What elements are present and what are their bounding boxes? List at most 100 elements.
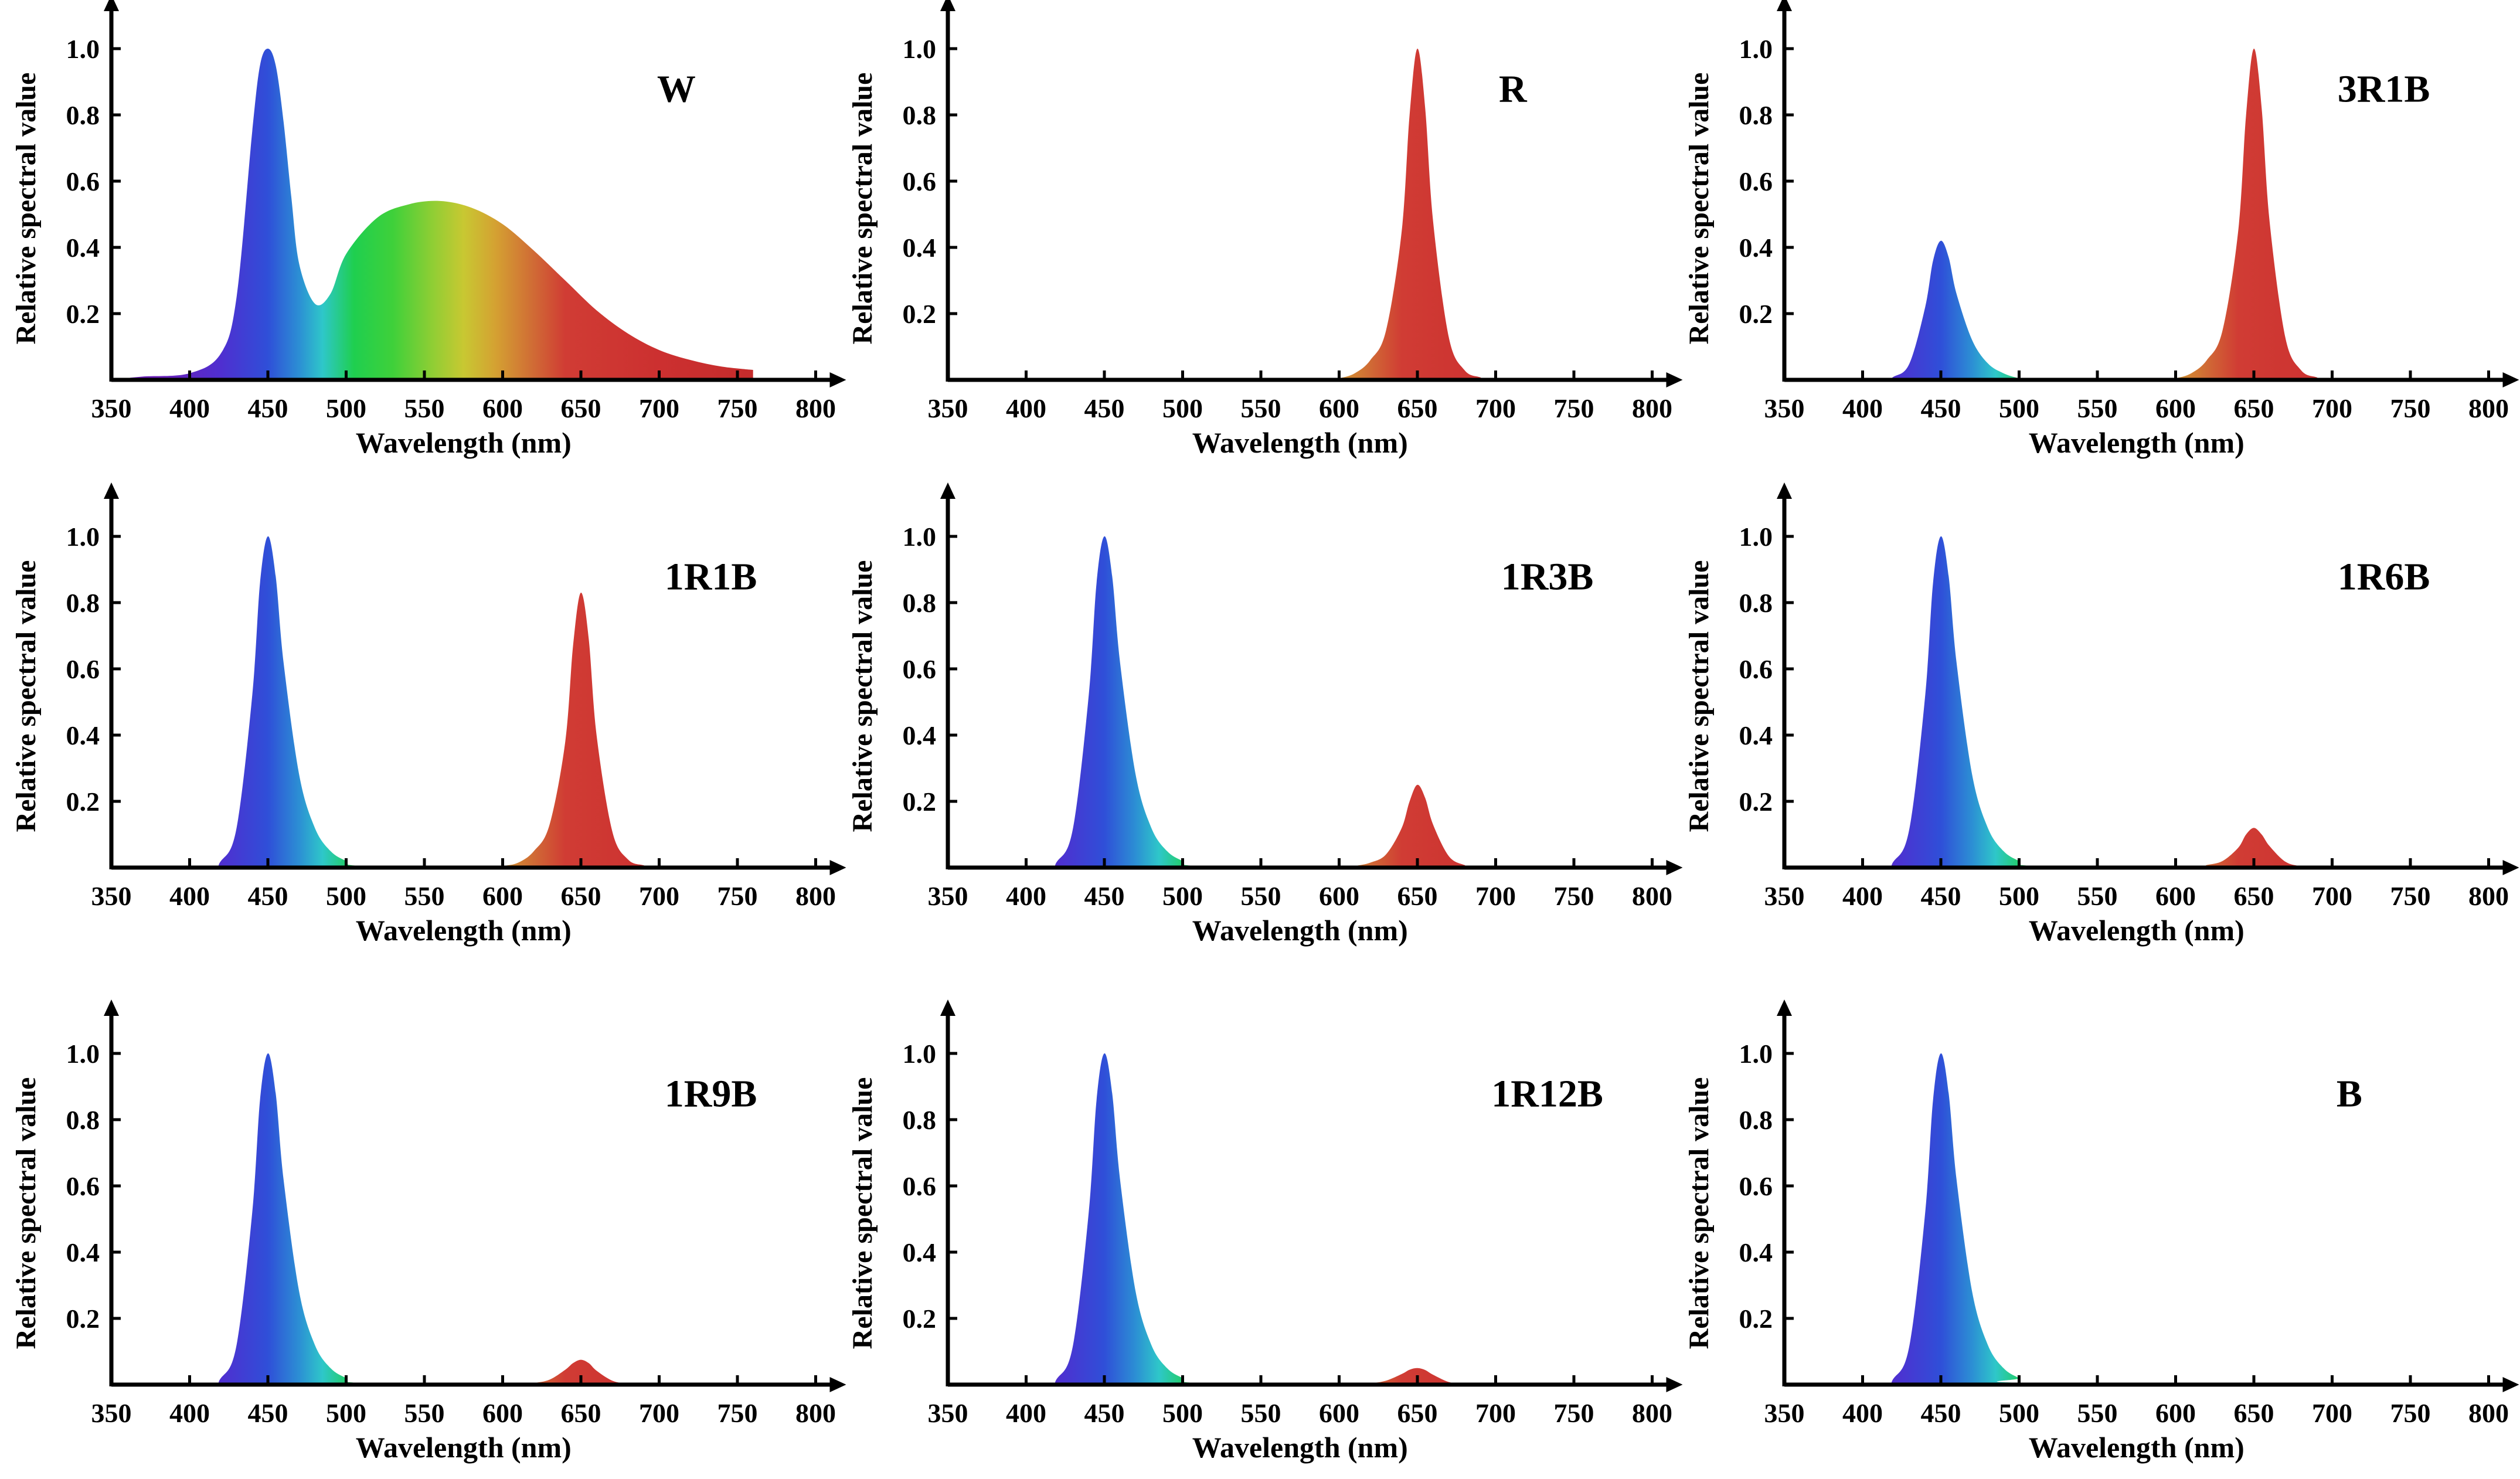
x-tick-label: 450 (248, 881, 288, 911)
x-tick-label: 450 (248, 393, 288, 423)
x-tick-label: 450 (1921, 393, 1961, 423)
y-tick-label: 0.6 (1739, 1171, 1773, 1201)
chart-panels: 350 400 450 500 550 600 650 700 750 800 0.2 0.4 0.6 0… (11, 0, 2519, 1464)
y-tick-label: 0.2 (66, 299, 100, 329)
y-tick-label: 0.8 (66, 588, 100, 618)
panel-label: W (657, 67, 696, 110)
x-tick-label: 550 (1241, 393, 1281, 423)
x-tick-label: 700 (639, 1398, 679, 1428)
y-tick-label: 0.8 (1739, 100, 1773, 130)
x-tick-label: 650 (2234, 1398, 2274, 1428)
spectrum-area-1R9B (111, 1053, 816, 1385)
y-tick-label: 1.0 (1739, 1039, 1773, 1069)
x-tick-label: 350 (928, 393, 968, 423)
x-tick-label: 800 (795, 1398, 836, 1428)
x-tick-label: 700 (639, 393, 679, 423)
panel-label: B (2337, 1072, 2362, 1115)
x-tick-label: 500 (1999, 1398, 2039, 1428)
x-tick-label: 400 (1006, 393, 1046, 423)
x-tick-label: 650 (1397, 393, 1438, 423)
y-tick-label: 0.4 (66, 233, 100, 263)
y-tick-label: 0.4 (903, 1237, 937, 1267)
y-axis-arrow (940, 0, 955, 11)
x-tick-label: 800 (795, 393, 836, 423)
panel-label: R (1499, 67, 1528, 110)
x-tick-label: 450 (248, 1398, 288, 1428)
y-tick-label: 0.6 (66, 1171, 100, 1201)
y-tick-label: 0.4 (1739, 1237, 1773, 1267)
y-axis-arrow (1777, 0, 1792, 11)
spectrum-area-1R3B (948, 536, 1652, 868)
x-tick-label: 800 (795, 881, 836, 911)
x-axis-title: Wavelength (nm) (1192, 1431, 1408, 1464)
x-tick-label: 600 (482, 1398, 523, 1428)
x-tick-label: 550 (404, 881, 445, 911)
y-tick-label: 1.0 (903, 34, 937, 64)
x-axis-arrow (1666, 372, 1683, 387)
panel-label: 1R1B (665, 555, 757, 598)
y-tick-label: 0.4 (1739, 233, 1773, 263)
x-tick-label: 600 (1319, 881, 1359, 911)
y-tick-label: 0.2 (66, 1304, 100, 1334)
x-tick-label: 800 (1632, 1398, 1672, 1428)
spectrum-area-1R1B (111, 536, 816, 868)
x-axis-title: Wavelength (nm) (1192, 914, 1408, 947)
x-axis-title: Wavelength (nm) (2029, 914, 2244, 947)
x-tick-label: 450 (1084, 393, 1125, 423)
x-axis-arrow (829, 860, 846, 875)
x-tick-label: 600 (482, 393, 523, 423)
x-tick-label: 400 (1842, 393, 1883, 423)
x-tick-label: 550 (2077, 393, 2118, 423)
y-tick-label: 0.6 (903, 166, 937, 196)
x-axis-arrow (1666, 1377, 1683, 1392)
y-tick-label: 1.0 (66, 1039, 100, 1069)
panel-label: 1R6B (2338, 555, 2430, 598)
y-axis-title: Relative spectral value (11, 73, 42, 345)
y-tick-label: 0.2 (903, 1304, 937, 1334)
y-axis-title: Relative spectral value (11, 1077, 42, 1349)
y-axis-arrow (940, 999, 955, 1016)
x-tick-label: 550 (1241, 1398, 1281, 1428)
y-tick-label: 1.0 (66, 522, 100, 552)
y-tick-label: 0.2 (1739, 1304, 1773, 1334)
x-axis-arrow (2502, 1377, 2519, 1392)
x-tick-label: 550 (1241, 881, 1281, 911)
x-tick-label: 750 (717, 881, 758, 911)
y-tick-label: 0.6 (903, 654, 937, 684)
x-tick-label: 500 (326, 393, 366, 423)
y-tick-label: 0.2 (903, 787, 937, 817)
y-tick-label: 0.8 (66, 100, 100, 130)
x-tick-label: 450 (1921, 881, 1961, 911)
y-axis-title: Relative spectral value (847, 1077, 878, 1349)
x-tick-label: 500 (1999, 393, 2039, 423)
chart-panel-1R12B: 350 400 450 500 550 600 650 700 750 800 0.2 0.4 0.6 0… (847, 999, 1683, 1464)
x-tick-label: 800 (2468, 881, 2509, 911)
y-axis-arrow (1777, 999, 1792, 1016)
x-axis-arrow (2502, 372, 2519, 387)
y-tick-label: 0.8 (1739, 1105, 1773, 1135)
x-tick-label: 500 (1162, 881, 1203, 911)
x-axis-title: Wavelength (nm) (2029, 426, 2244, 459)
x-tick-label: 700 (2312, 1398, 2352, 1428)
x-tick-label: 550 (2077, 881, 2118, 911)
x-tick-label: 350 (91, 393, 132, 423)
x-axis-title: Wavelength (nm) (1192, 426, 1408, 459)
x-axis-title: Wavelength (nm) (356, 426, 572, 459)
x-tick-label: 500 (1162, 1398, 1203, 1428)
x-tick-label: 650 (561, 1398, 601, 1428)
spectrum-area-1R12B (948, 1053, 1652, 1385)
x-tick-label: 450 (1084, 881, 1125, 911)
x-tick-label: 800 (2468, 1398, 2509, 1428)
x-tick-label: 750 (2390, 881, 2431, 911)
x-tick-label: 400 (1006, 1398, 1046, 1428)
chart-panel-B: 350 400 450 500 550 600 650 700 750 800 0.2 0.4 0.6 0… (1684, 999, 2519, 1464)
y-tick-label: 0.4 (66, 1237, 100, 1267)
panel-label: 1R9B (665, 1072, 757, 1115)
x-tick-label: 750 (1554, 1398, 1594, 1428)
spectrum-area-B (1784, 1053, 2489, 1385)
x-tick-label: 650 (1397, 881, 1438, 911)
x-tick-label: 750 (717, 1398, 758, 1428)
y-axis-title: Relative spectral value (11, 560, 42, 832)
x-tick-label: 550 (404, 393, 445, 423)
y-axis-arrow (104, 999, 119, 1016)
